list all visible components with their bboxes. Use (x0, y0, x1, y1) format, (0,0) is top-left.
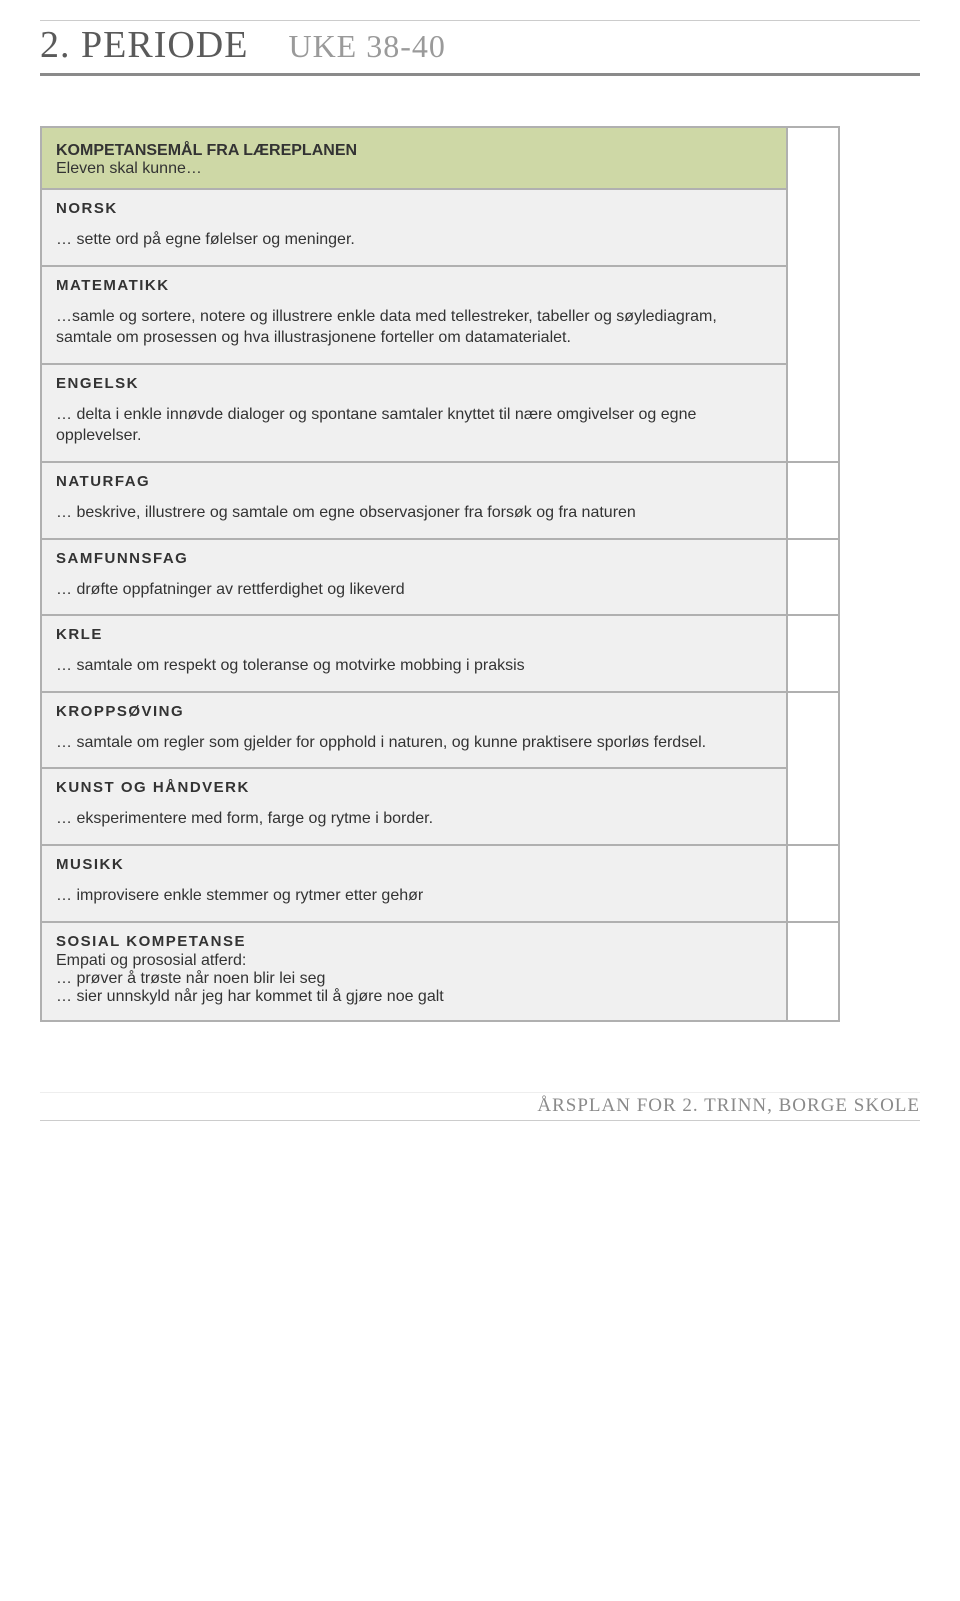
subject-desc: … delta i enkle innøvde dialoger og spon… (42, 400, 786, 461)
period-title: 2. PERIODE (40, 23, 248, 67)
sosial-item: … sier unnskyld når jeg har kommet til å… (56, 988, 772, 1006)
sosial-title: SOSIAL KOMPETANSE (56, 933, 772, 950)
table-row: MUSIKK … improvisere enkle stemmer og ry… (42, 846, 838, 923)
sosial-item: … prøver å trøste når noen blir lei seg (56, 970, 772, 988)
page-footer: ÅRSPLAN FOR 2. TRINN, BORGE SKOLE (40, 1092, 920, 1121)
subject-desc: …samle og sortere, notere og illustrere … (42, 302, 786, 363)
empty-cell (788, 846, 838, 921)
subject-desc: … samtale om respekt og toleranse og mot… (42, 651, 786, 691)
table-row: KROPPSØVING … samtale om regler som gjel… (42, 693, 838, 846)
subject-heading: ENGELSK (42, 363, 786, 400)
subject-desc: … beskrive, illustrere og samtale om egn… (42, 498, 786, 538)
table-row: SOSIAL KOMPETANSE Empati og prososial at… (42, 923, 838, 1020)
subject-heading: KUNST OG HÅNDVERK (42, 767, 786, 804)
subject-heading: MUSIKK (42, 846, 786, 881)
empty-cell (788, 693, 838, 844)
sosial-subtitle: Empati og prososial atferd: (56, 952, 772, 970)
sosial-block: SOSIAL KOMPETANSE Empati og prososial at… (42, 923, 786, 1020)
main-table: KOMPETANSEMÅL FRA LÆREPLANEN Eleven skal… (40, 126, 840, 1022)
empty-cell (788, 540, 838, 615)
subject-desc: … eksperimentere med form, farge og rytm… (42, 804, 786, 844)
empty-cell (788, 616, 838, 691)
subject-desc: … improvisere enkle stemmer og rytmer et… (42, 881, 786, 921)
subject-heading: NORSK (42, 188, 786, 225)
table-row: SAMFUNNSFAG … drøfte oppfatninger av ret… (42, 540, 838, 617)
intro-title: KOMPETANSEMÅL FRA LÆREPLANEN (56, 142, 772, 160)
empty-cell (788, 923, 838, 1020)
table-row: KRLE … samtale om respekt og toleranse o… (42, 616, 838, 693)
subject-heading: KROPPSØVING (42, 693, 786, 728)
table-row: KOMPETANSEMÅL FRA LÆREPLANEN Eleven skal… (42, 128, 838, 463)
subject-desc: … samtale om regler som gjelder for opph… (42, 728, 786, 768)
intro-header: KOMPETANSEMÅL FRA LÆREPLANEN Eleven skal… (42, 128, 786, 188)
week-title: UKE 38-40 (288, 28, 445, 65)
subject-desc: … sette ord på egne følelser og meninger… (42, 225, 786, 265)
subject-desc: … drøfte oppfatninger av rettferdighet o… (42, 575, 786, 615)
empty-cell (788, 128, 838, 461)
table-row: NATURFAG … beskrive, illustrere og samta… (42, 463, 838, 540)
page-header: 2. PERIODE UKE 38-40 (40, 20, 920, 76)
empty-cell (788, 463, 838, 538)
subject-heading: KRLE (42, 616, 786, 651)
intro-subtitle: Eleven skal kunne… (56, 160, 772, 178)
subject-heading: MATEMATIKK (42, 265, 786, 302)
subject-heading: SAMFUNNSFAG (42, 540, 786, 575)
subject-heading: NATURFAG (42, 463, 786, 498)
